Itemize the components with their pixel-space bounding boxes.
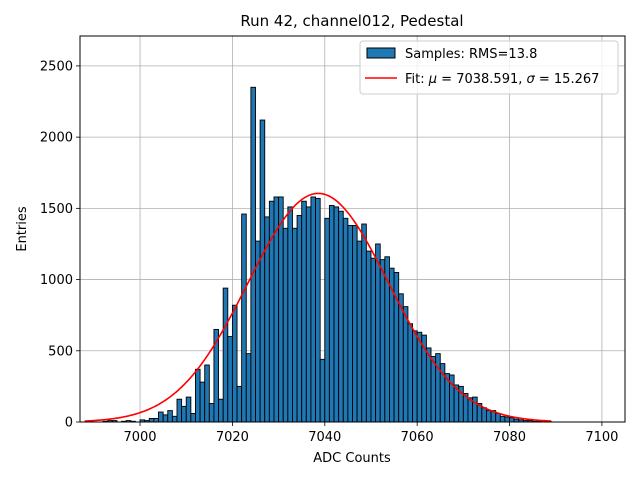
x-axis-ticks: 7000 7020 7040 7060 7080 7100 (123, 422, 618, 445)
legend-fit-mu-value: = 7038.591, (437, 72, 526, 87)
legend-samples-label: Samples: RMS=13.8 (405, 47, 537, 62)
histogram-bar (495, 413, 501, 423)
histogram-bar (167, 410, 173, 423)
histogram-bar (292, 227, 298, 423)
histogram-bar (347, 224, 353, 423)
histogram-bar (315, 197, 321, 423)
histogram-bar (227, 336, 233, 423)
histogram-bar (338, 210, 344, 423)
histogram-bar (231, 304, 238, 423)
histogram-bar (319, 358, 326, 423)
histogram-bar (342, 217, 349, 423)
y-tick-label: 1500 (40, 202, 73, 217)
histogram-bar (250, 86, 256, 423)
histogram-bar (190, 413, 196, 423)
fit-curve-group (84, 192, 552, 422)
legend-box (359, 40, 619, 95)
histogram-bar (195, 368, 201, 423)
histogram-bar (356, 240, 363, 423)
histogram-bar (370, 257, 377, 423)
histogram-bar (305, 206, 312, 423)
histogram-bar (328, 205, 335, 423)
y-axis-label: Entries (15, 206, 30, 252)
legend-fit-mu-symbol: μ (428, 72, 437, 87)
histogram-bar (171, 415, 178, 423)
legend-fit-label: Fit: μ = 7038.591, σ = 15.267 (405, 72, 599, 87)
histogram-bar (282, 227, 289, 423)
histogram-bar (278, 196, 284, 423)
plot-frame (79, 35, 626, 423)
legend-fit-prefix: Fit: (405, 72, 429, 87)
histogram-bar (509, 417, 515, 423)
histogram-bar (407, 323, 413, 423)
histogram-bars (102, 86, 552, 423)
histogram-bar (504, 416, 510, 423)
histogram-bar (208, 403, 215, 423)
histogram-bar (181, 405, 187, 423)
histogram-bar (301, 200, 307, 423)
y-axis-ticks: 0 500 1000 1500 2000 2500 (40, 59, 80, 431)
legend-fit-sigma-value: = 15.267 (535, 72, 600, 87)
histogram-bar (398, 293, 404, 423)
histogram-bar (218, 398, 224, 423)
histogram-bar (185, 396, 192, 423)
chart-title: Run 42, channel012, Pedestal (240, 12, 463, 30)
histogram-bar (153, 417, 159, 423)
histogram-bar (333, 206, 340, 423)
histogram-bar (158, 411, 164, 423)
histogram-bar (430, 356, 437, 423)
histogram-bar (379, 259, 386, 423)
histogram-bar (287, 206, 293, 423)
histogram-bar (435, 353, 441, 423)
histogram-bar (176, 398, 183, 423)
histogram-bar (499, 415, 506, 423)
histogram-bar (365, 250, 372, 423)
histogram-bar (361, 223, 367, 423)
histogram-bar (204, 364, 210, 423)
histogram-bar (148, 417, 155, 423)
histogram-bar (199, 381, 206, 423)
legend: Samples: RMS=13.8 Fit: μ = 7038.591, σ =… (359, 40, 619, 95)
histogram-bar (425, 347, 432, 423)
y-tick-label: 0 (65, 416, 73, 431)
x-tick-label: 7100 (585, 430, 618, 445)
histogram-bar (310, 196, 317, 423)
histogram-bar (324, 217, 330, 423)
histogram-bar (375, 243, 381, 423)
histogram-bar (481, 407, 487, 423)
histogram-bar (222, 287, 229, 423)
x-tick-label: 7080 (493, 430, 526, 445)
histogram-bar (296, 215, 303, 423)
x-tick-label: 7020 (216, 430, 249, 445)
x-axis-label: ADC Counts (313, 451, 391, 466)
y-tick-label: 500 (48, 344, 73, 359)
legend-samples-swatch (366, 47, 396, 59)
histogram-bar (259, 119, 266, 423)
histogram-bar (162, 414, 169, 423)
gaussian-fit-curve (84, 192, 552, 422)
y-tick-label: 2000 (40, 131, 73, 146)
histogram-bar (412, 330, 418, 423)
histogram-bar (236, 385, 243, 423)
histogram-bar (416, 331, 423, 423)
x-tick-label: 7040 (308, 430, 341, 445)
histogram-bar (402, 306, 409, 423)
x-tick-label: 7000 (123, 430, 156, 445)
y-tick-label: 2500 (40, 59, 73, 74)
y-tick-label: 1000 (40, 273, 73, 288)
histogram-bar (485, 410, 492, 423)
legend-fit-sigma-symbol: σ (527, 72, 536, 87)
histogram-bar (245, 353, 252, 423)
histogram-bar (241, 213, 247, 423)
x-tick-label: 7060 (401, 430, 434, 445)
histogram-bar (352, 224, 358, 423)
